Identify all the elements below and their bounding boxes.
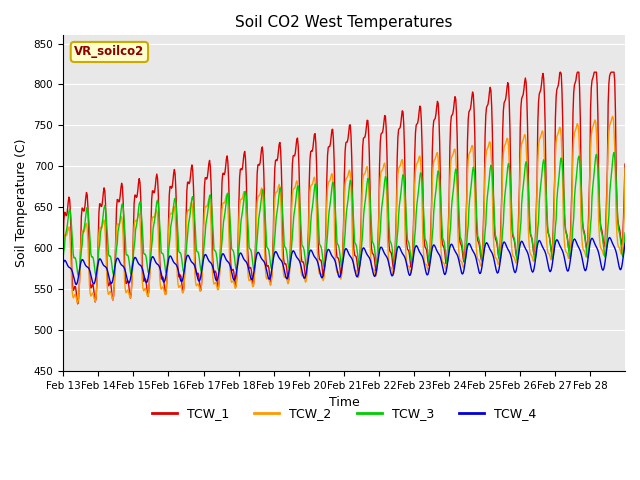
- TCW_4: [229, 275, 237, 281]
- TCW_2: [609, 113, 616, 119]
- TCW_4: [621, 240, 629, 246]
- TCW_1: [278, 196, 286, 202]
- TCW_1: [557, 69, 564, 75]
- TCW_3: [435, 168, 442, 174]
- TCW_1: [59, 253, 67, 259]
- Text: VR_soilco2: VR_soilco2: [74, 46, 145, 59]
- TCW_3: [403, 222, 410, 228]
- Title: Soil CO2 West Temperatures: Soil CO2 West Temperatures: [236, 15, 452, 30]
- TCW_3: [621, 230, 629, 236]
- TCW_3: [126, 264, 134, 269]
- TCW_1: [126, 291, 134, 297]
- Y-axis label: Soil Temperature (C): Soil Temperature (C): [15, 139, 28, 267]
- Line: TCW_4: TCW_4: [63, 238, 625, 285]
- TCW_4: [257, 254, 265, 260]
- Line: TCW_2: TCW_2: [63, 116, 625, 303]
- TCW_1: [435, 100, 442, 106]
- TCW_4: [403, 261, 410, 267]
- TCW_1: [621, 161, 629, 167]
- TCW_2: [229, 278, 237, 284]
- TCW_3: [229, 247, 237, 253]
- TCW_3: [59, 256, 67, 262]
- TCW_1: [74, 301, 81, 307]
- TCW_4: [435, 250, 442, 256]
- TCW_4: [72, 282, 80, 288]
- TCW_2: [278, 245, 286, 251]
- TCW_4: [126, 279, 134, 285]
- TCW_3: [610, 150, 618, 156]
- TCW_3: [75, 273, 83, 279]
- TCW_2: [257, 188, 265, 193]
- TCW_2: [403, 260, 410, 265]
- Line: TCW_1: TCW_1: [63, 72, 625, 304]
- TCW_1: [403, 240, 410, 246]
- TCW_2: [126, 294, 134, 300]
- Line: TCW_3: TCW_3: [63, 153, 625, 276]
- TCW_4: [606, 235, 614, 240]
- TCW_2: [59, 252, 67, 258]
- TCW_2: [621, 165, 629, 171]
- TCW_4: [278, 259, 286, 265]
- TCW_4: [59, 262, 67, 267]
- X-axis label: Time: Time: [328, 396, 360, 409]
- Legend: TCW_1, TCW_2, TCW_3, TCW_4: TCW_1, TCW_2, TCW_3, TCW_4: [147, 402, 541, 425]
- TCW_3: [257, 200, 265, 205]
- TCW_3: [278, 201, 286, 207]
- TCW_2: [74, 300, 81, 306]
- TCW_1: [257, 153, 265, 159]
- TCW_2: [435, 156, 442, 161]
- TCW_1: [229, 266, 237, 272]
